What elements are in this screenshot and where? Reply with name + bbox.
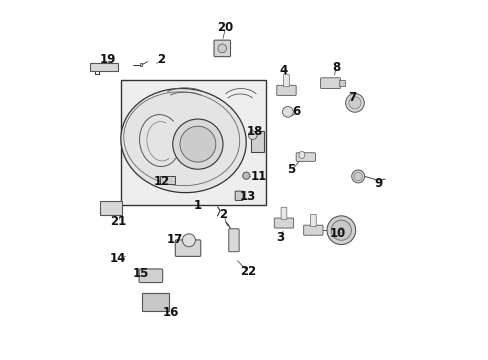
Text: 13: 13	[240, 190, 256, 203]
Text: 10: 10	[329, 227, 345, 240]
Text: 2: 2	[157, 53, 165, 66]
Ellipse shape	[121, 89, 246, 193]
FancyBboxPatch shape	[90, 63, 117, 71]
Text: 7: 7	[347, 91, 355, 104]
FancyBboxPatch shape	[339, 80, 345, 86]
Text: 16: 16	[163, 306, 179, 319]
Text: 11: 11	[250, 170, 266, 183]
Text: 1: 1	[193, 199, 202, 212]
Circle shape	[248, 131, 257, 139]
Circle shape	[282, 107, 293, 117]
Circle shape	[353, 172, 362, 181]
Bar	[140, 63, 142, 66]
FancyBboxPatch shape	[235, 191, 243, 201]
Text: 3: 3	[276, 231, 284, 244]
Text: 22: 22	[240, 265, 256, 278]
Text: 12: 12	[154, 175, 170, 188]
Text: 18: 18	[246, 125, 263, 138]
Circle shape	[345, 94, 364, 112]
Text: 20: 20	[216, 21, 232, 34]
Circle shape	[180, 126, 215, 162]
Text: 15: 15	[132, 267, 148, 280]
Text: 4: 4	[279, 64, 287, 77]
Text: 14: 14	[110, 252, 126, 265]
FancyBboxPatch shape	[100, 201, 122, 215]
FancyBboxPatch shape	[139, 269, 163, 283]
Text: 6: 6	[292, 105, 300, 118]
FancyBboxPatch shape	[283, 75, 289, 87]
Text: 19: 19	[99, 53, 116, 66]
Text: 5: 5	[286, 163, 295, 176]
Ellipse shape	[298, 151, 304, 158]
FancyBboxPatch shape	[214, 40, 230, 57]
FancyBboxPatch shape	[142, 293, 168, 311]
Circle shape	[182, 234, 195, 247]
Circle shape	[348, 97, 360, 109]
Circle shape	[330, 220, 351, 240]
Circle shape	[242, 172, 249, 179]
Circle shape	[218, 44, 226, 53]
FancyBboxPatch shape	[276, 85, 296, 95]
FancyBboxPatch shape	[250, 131, 264, 152]
Circle shape	[338, 227, 344, 233]
Text: 2: 2	[219, 208, 226, 221]
FancyBboxPatch shape	[281, 207, 286, 220]
Text: 17: 17	[166, 233, 183, 246]
FancyBboxPatch shape	[303, 225, 323, 235]
Text: 8: 8	[331, 60, 339, 73]
FancyBboxPatch shape	[175, 240, 201, 256]
Text: 21: 21	[110, 215, 126, 228]
FancyBboxPatch shape	[320, 78, 340, 89]
Circle shape	[326, 216, 355, 244]
Text: 9: 9	[374, 177, 382, 190]
Circle shape	[351, 170, 364, 183]
FancyBboxPatch shape	[228, 229, 239, 252]
Circle shape	[172, 119, 223, 169]
FancyBboxPatch shape	[310, 215, 316, 226]
FancyBboxPatch shape	[159, 176, 174, 184]
Bar	[121, 80, 265, 205]
FancyBboxPatch shape	[296, 153, 315, 161]
FancyBboxPatch shape	[274, 218, 293, 228]
